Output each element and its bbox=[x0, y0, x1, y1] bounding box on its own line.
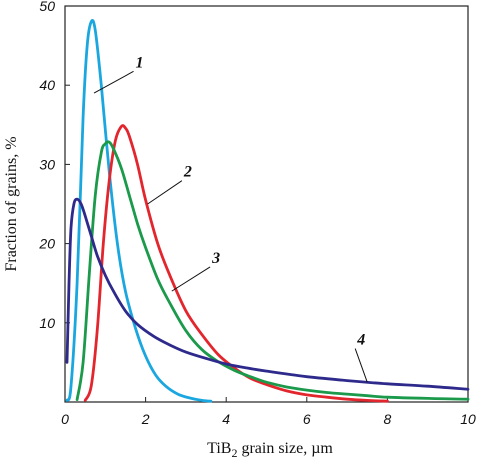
x-tick-label: 8 bbox=[384, 411, 392, 427]
y-tick-label: 50 bbox=[39, 0, 55, 14]
x-axis-ticks: 0 2 4 6 8 10 bbox=[61, 397, 476, 427]
series-label-1: 1 bbox=[136, 54, 144, 71]
annotation-leader-1 bbox=[93, 70, 134, 94]
annotation-leader-2 bbox=[147, 180, 183, 205]
x-axis-title-rest: grain size, µm bbox=[237, 440, 333, 457]
y-tick-label: 30 bbox=[39, 156, 55, 172]
series-line-2 bbox=[83, 124, 389, 403]
x-tick-label: 6 bbox=[303, 411, 311, 427]
series-label-3: 3 bbox=[211, 250, 220, 267]
x-axis-title-main: TiB bbox=[207, 440, 231, 457]
x-tick-label: 10 bbox=[460, 411, 476, 427]
series-line-3 bbox=[75, 140, 470, 401]
series-lines bbox=[65, 18, 470, 403]
series-label-4: 4 bbox=[356, 332, 365, 349]
x-axis-title-subscript: 2 bbox=[231, 446, 237, 460]
y-tick-label: 10 bbox=[39, 315, 55, 331]
x-axis-title: TiB2 grain size, µm bbox=[207, 440, 333, 460]
y-tick-label: 40 bbox=[39, 77, 55, 93]
series-annotations: 1 2 3 4 bbox=[93, 54, 368, 383]
annotation-leader-3 bbox=[171, 266, 211, 292]
annotation-leader-4 bbox=[354, 348, 368, 383]
x-tick-label: 0 bbox=[61, 411, 69, 427]
x-tick-label: 4 bbox=[222, 411, 230, 427]
series-label-2: 2 bbox=[183, 164, 192, 181]
y-axis-ticks: 10 20 30 40 50 bbox=[38, 0, 70, 331]
y-axis-title: Fraction of grains, % bbox=[3, 136, 20, 271]
series-line-1 bbox=[65, 18, 213, 403]
y-tick-label: 20 bbox=[38, 236, 55, 252]
series-line-4 bbox=[65, 197, 470, 391]
x-tick-label: 2 bbox=[141, 411, 150, 427]
plot-frame bbox=[64, 5, 469, 403]
